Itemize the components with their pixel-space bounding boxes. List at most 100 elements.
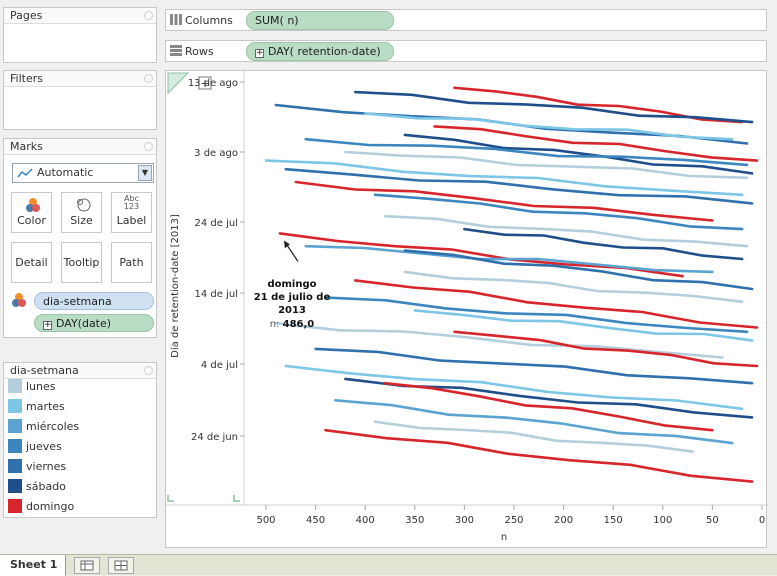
marks-pill-day-date[interactable]: + DAY(date) [34, 314, 154, 332]
series-line[interactable] [373, 193, 744, 231]
series-line[interactable] [334, 398, 734, 445]
series-line[interactable] [383, 381, 714, 432]
series-line[interactable] [314, 347, 754, 385]
expand-icon[interactable]: + [43, 320, 52, 330]
series-line[interactable] [453, 330, 759, 368]
line-mark-icon [17, 168, 33, 178]
legend-label: miércoles [26, 420, 80, 433]
tab-sheet-1[interactable]: Sheet 1 [0, 555, 66, 576]
size-label: Size [70, 214, 93, 227]
legend-item[interactable]: jueves [8, 439, 62, 455]
columns-pill-label: SUM( n) [255, 14, 299, 27]
series-line[interactable] [324, 428, 754, 483]
corner-bracket [233, 495, 240, 502]
rows-pill-label: DAY( retention-date) [268, 45, 381, 58]
series-line[interactable] [354, 90, 754, 124]
annotation-group: domingo 21 de julio de 2013 n: 486,0 [254, 240, 331, 330]
legend-item[interactable]: lunes [8, 379, 56, 395]
marks-pill-label: dia-setmana [43, 295, 112, 308]
panel-menu-icon[interactable] [144, 142, 153, 151]
columns-shelf[interactable]: Columns SUM( n) [165, 9, 767, 31]
color-label: Color [17, 214, 46, 227]
size-button[interactable]: Size [61, 192, 102, 233]
new-worksheet-icon[interactable] [74, 557, 100, 574]
columns-pill[interactable]: SUM( n) [246, 11, 394, 30]
series-line[interactable] [284, 167, 754, 205]
filters-panel[interactable]: Filters [3, 70, 157, 130]
y-axis-title: Día de retention-date [2013] [169, 214, 181, 358]
series-line[interactable] [264, 159, 744, 197]
series-line[interactable] [304, 137, 749, 167]
annotation-date: 21 de julio de [254, 292, 331, 303]
series-line[interactable] [383, 214, 749, 248]
pages-panel: Pages [3, 7, 157, 63]
line-chart[interactable]: + Día de retention-date [2013] 13 de ago 3… [166, 71, 768, 549]
filters-title: Filters [4, 71, 156, 87]
x-tick-label: 100 [653, 515, 672, 526]
panel-menu-icon[interactable] [144, 366, 153, 375]
x-tick-label: 300 [455, 515, 474, 526]
series-line[interactable] [324, 296, 749, 334]
expand-icon[interactable]: + [255, 48, 264, 58]
series-line[interactable] [433, 125, 759, 162]
series-group [264, 86, 759, 483]
y-tick-label: 3 de ago [194, 148, 238, 159]
series-line[interactable] [274, 321, 724, 359]
tooltip-button[interactable]: Tooltip [61, 242, 102, 283]
series-line[interactable] [304, 244, 714, 274]
color-button[interactable]: Color [11, 192, 52, 233]
y-tick-label: 14 de jul [195, 289, 238, 300]
x-tick-label: 200 [554, 515, 573, 526]
path-button[interactable]: Path [111, 242, 152, 283]
series-line[interactable] [344, 150, 749, 179]
series-line[interactable] [294, 180, 714, 222]
label-label: Label [116, 214, 147, 227]
legend-swatch [8, 459, 22, 473]
x-tick-label: 500 [256, 515, 275, 526]
legend-item[interactable]: martes [8, 399, 65, 415]
mark-type-dropdown[interactable]: Automatic ▼ [12, 163, 154, 183]
new-dashboard-icon[interactable] [108, 557, 134, 574]
legend-swatch [8, 479, 22, 493]
series-line[interactable] [284, 364, 744, 411]
pages-title: Pages [4, 8, 156, 24]
legend-item[interactable]: viernes [8, 459, 66, 475]
legend-item[interactable]: domingo [8, 499, 74, 515]
x-axis-title: n [501, 532, 507, 543]
x-tick-label: 350 [405, 515, 424, 526]
legend-item[interactable]: miércoles [8, 419, 79, 435]
rows-shelf[interactable]: Rows + DAY( retention-date) [165, 40, 767, 62]
marks-pill-dia-setmana[interactable]: dia-setmana [34, 292, 154, 310]
mark-type-label: Automatic [37, 166, 94, 179]
panel-menu-icon[interactable] [144, 11, 153, 20]
series-line[interactable] [363, 112, 734, 141]
label-button[interactable]: Abc 123 Label [111, 192, 152, 233]
series-line[interactable] [373, 420, 694, 453]
series-line[interactable] [354, 279, 759, 329]
chevron-down-icon[interactable]: ▼ [138, 165, 152, 181]
y-tick-label: 13 de ago [188, 78, 238, 89]
legend-swatch [8, 379, 22, 393]
annotation-arrow [285, 243, 299, 262]
y-tick-label: 24 de jun [191, 432, 238, 443]
legend-item[interactable]: sábado [8, 479, 66, 495]
panel-menu-icon[interactable] [144, 74, 153, 83]
series-line[interactable] [463, 227, 744, 261]
series-line[interactable] [403, 249, 754, 291]
series-line[interactable] [413, 309, 754, 342]
zoom-plus-icon[interactable] [198, 76, 212, 90]
detail-button[interactable]: Detail [11, 242, 52, 283]
legend-swatch [8, 499, 22, 513]
legend-label: domingo [26, 500, 75, 513]
columns-label-text: Columns [185, 14, 233, 27]
rows-pill[interactable]: + DAY( retention-date) [246, 42, 394, 61]
chart-area[interactable]: + Día de retention-date [2013] 13 de ago 3… [165, 70, 768, 549]
series-line[interactable] [403, 270, 744, 304]
series-line[interactable] [278, 232, 684, 278]
x-tick-label: 0 [759, 515, 765, 526]
legend-title: dia-setmana [4, 363, 156, 379]
legend-label: martes [26, 400, 65, 413]
rows-shelf-label: Rows [170, 44, 246, 59]
series-line[interactable] [403, 133, 754, 175]
color-encoding-icon [12, 293, 26, 307]
